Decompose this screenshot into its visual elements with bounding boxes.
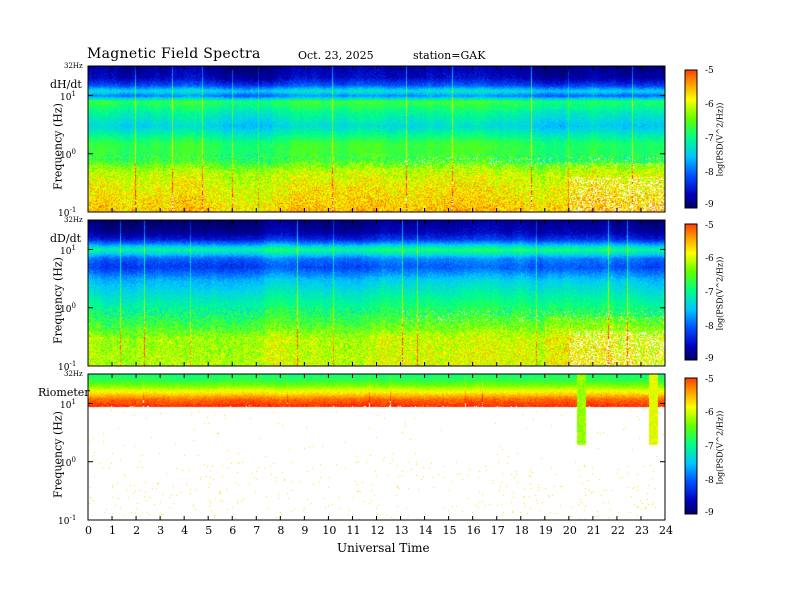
colorbar <box>685 70 697 208</box>
plot-frame <box>87 373 666 521</box>
x-tick-label: 12 <box>370 524 385 537</box>
x-tick-label: 24 <box>659 524 673 537</box>
ytick: 10-1 <box>58 360 77 373</box>
ytick: 101 <box>60 90 76 103</box>
colorbar-frame <box>684 377 698 515</box>
x-tick-label: 0 <box>85 524 92 537</box>
ytick: 10-1 <box>58 206 77 219</box>
panel-label: dD/dt <box>50 232 82 245</box>
station-label: station=GAK <box>413 49 486 62</box>
x-tick-label: 20 <box>562 524 577 537</box>
x-tick-label: 9 <box>301 524 309 537</box>
x-tick-label: 10 <box>322 524 337 537</box>
x-tick-label: 5 <box>205 524 213 537</box>
panel-label: dH/dt <box>50 78 82 91</box>
plot-frame <box>87 65 666 213</box>
colorbar-tick: -8 <box>705 476 714 486</box>
colorbar-tick: -6 <box>705 408 714 418</box>
x-tick-label: 22 <box>610 524 625 537</box>
colorbar-frame <box>684 223 698 361</box>
x-tick-label: 11 <box>346 524 361 537</box>
fmax-label: 32Hz <box>64 62 83 70</box>
ytick: 100 <box>60 456 76 469</box>
x-tick-label: 18 <box>514 524 529 537</box>
ytick: 101 <box>60 398 76 411</box>
x-tick-label: 14 <box>418 524 433 537</box>
colorbar-frame <box>684 69 698 209</box>
x-tick-label: 2 <box>133 524 141 537</box>
colorbar <box>685 378 697 514</box>
colorbar-tick: -5 <box>705 375 714 385</box>
ytick: 10-1 <box>58 514 77 527</box>
colorbar-tick: -9 <box>705 200 714 210</box>
ytick: 100 <box>60 302 76 315</box>
ytick: 100 <box>60 148 76 161</box>
date-label: Oct. 23, 2025 <box>298 49 374 62</box>
x-tick-label: 19 <box>538 524 553 537</box>
colorbar-tick: -8 <box>705 322 714 332</box>
colorbar-tick: -7 <box>705 134 714 144</box>
x-tick-label: 21 <box>586 524 601 537</box>
chart-title: Magnetic Field Spectra <box>87 46 261 62</box>
x-tick-label: 1 <box>109 524 117 537</box>
fmax-label: 32Hz <box>64 216 83 224</box>
colorbar-tick: -5 <box>705 221 714 231</box>
x-tick-label: 4 <box>181 524 189 537</box>
plot-frame <box>87 219 666 367</box>
spectrogram-dhdt <box>88 66 665 212</box>
x-tick-label: 17 <box>490 524 505 537</box>
x-tick-label: 6 <box>229 524 237 537</box>
colorbar-tick: -6 <box>705 254 714 264</box>
x-axis-label: Universal Time <box>337 541 430 555</box>
x-tick-label: 15 <box>442 524 457 537</box>
panel-label: Riometer <box>38 386 90 399</box>
x-tick-label: 16 <box>466 524 481 537</box>
x-tick-label: 13 <box>394 524 409 537</box>
colorbar-tick: -9 <box>705 508 714 518</box>
ytick: 101 <box>60 244 76 257</box>
x-tick-label: 8 <box>277 524 285 537</box>
colorbar-tick: -8 <box>705 168 714 178</box>
spectrogram-riometer <box>88 374 665 520</box>
colorbar-tick: -7 <box>705 288 714 298</box>
colorbar-tick: -6 <box>705 100 714 110</box>
colorbar <box>685 224 697 360</box>
colorbar-tick: -9 <box>705 354 714 364</box>
colorbar-tick: -5 <box>705 66 714 76</box>
fmax-label: 32Hz <box>64 370 83 378</box>
x-tick-label: 23 <box>634 524 649 537</box>
x-tick-label: 3 <box>157 524 165 537</box>
colorbar-tick: -7 <box>705 442 714 452</box>
x-tick-label: 7 <box>253 524 261 537</box>
spectrogram-dddt <box>88 220 665 366</box>
